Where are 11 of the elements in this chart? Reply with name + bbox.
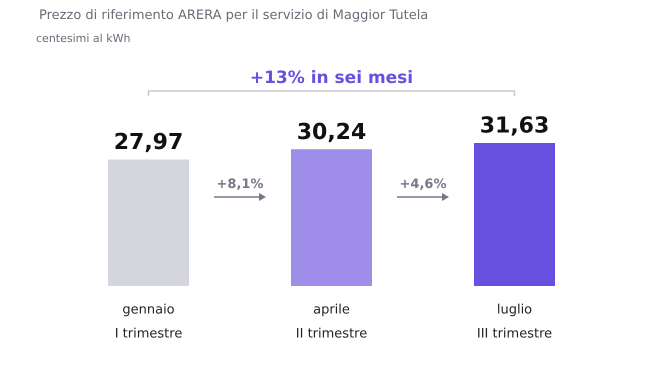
x-tick-label: luglio III trimestre <box>476 302 552 342</box>
x-tick-label: aprile II trimestre <box>296 302 368 342</box>
data-label: 27,97 <box>114 130 184 156</box>
text: +13% in sei mesi <box>250 68 414 88</box>
annotation: +4,6% <box>400 177 446 192</box>
text: centesimi al kWh <box>36 32 130 45</box>
data-label: 30,24 <box>296 120 366 145</box>
chart-subtitle: Prezzo di riferimento ARERA per il servizio di Maggior Tutela <box>39 8 428 23</box>
x-tick-label: gennaio I trimestre <box>114 302 182 342</box>
annotation: +8,1% <box>216 177 264 192</box>
data-label: 31,63 <box>480 114 550 138</box>
